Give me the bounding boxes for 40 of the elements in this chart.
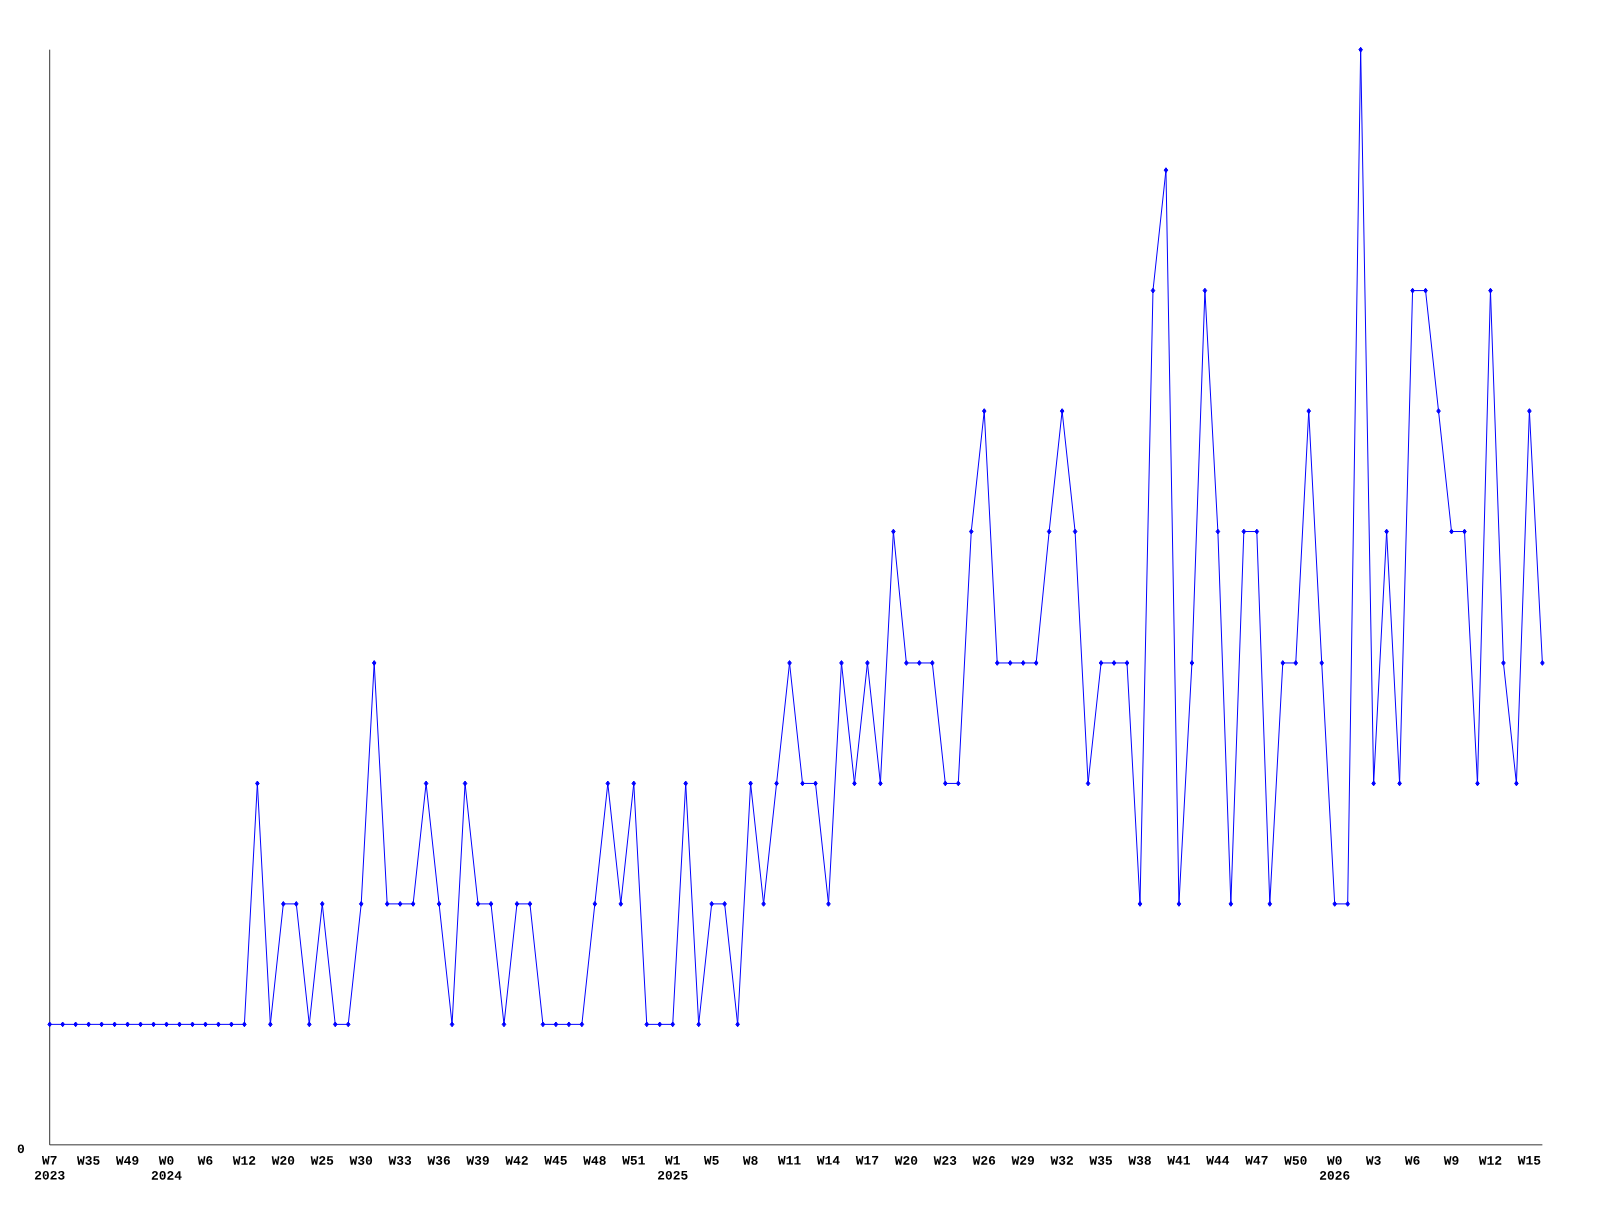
x-tick-label: W8 xyxy=(742,1155,758,1165)
x-tick-label: W7 2023 xyxy=(34,1155,65,1180)
x-tick-label: W20 xyxy=(271,1155,295,1165)
x-tick-label: W50 xyxy=(1284,1155,1307,1165)
x-tick-label: W51 xyxy=(622,1155,645,1165)
x-tick-label: W39 xyxy=(466,1155,489,1165)
x-tick-label: W45 xyxy=(544,1155,567,1165)
x-tick-label: W15 xyxy=(1517,1155,1541,1165)
text: 0 xyxy=(17,1144,25,1154)
x-tick-label: W6 xyxy=(1404,1155,1420,1165)
x-tick-label: W26 xyxy=(972,1155,996,1165)
x-tick-label: W44 xyxy=(1206,1155,1230,1165)
x-tick-label: W20 xyxy=(894,1155,918,1165)
x-tick-label: W11 xyxy=(777,1155,801,1165)
x-tick-label: W42 xyxy=(505,1155,528,1165)
x-tick-label: W35 xyxy=(77,1155,100,1165)
x-tick-label: W5 xyxy=(703,1155,719,1165)
x-tick-label: W0 2024 xyxy=(151,1155,182,1180)
x-tick-label: W9 xyxy=(1443,1155,1459,1165)
x-tick-label: W36 xyxy=(427,1155,450,1165)
x-tick-label: W30 xyxy=(349,1155,373,1165)
x-tick-label: W6 xyxy=(197,1155,213,1165)
x-tick-label: W47 xyxy=(1245,1155,1268,1165)
x-tick-label: W12 xyxy=(1478,1155,1502,1165)
x-tick-label: W14 xyxy=(816,1155,840,1165)
x-tick-label: W48 xyxy=(583,1155,606,1165)
x-tick-label: W17 xyxy=(855,1155,879,1165)
x-tick-label: W0 2026 xyxy=(1319,1155,1350,1180)
x-tick-label: W12 xyxy=(232,1155,256,1165)
x-tick-label: W35 xyxy=(1089,1155,1113,1165)
x-tick-label: W49 xyxy=(115,1155,139,1165)
x-tick-label: W25 xyxy=(310,1155,334,1165)
x-tick-label: W33 xyxy=(388,1155,412,1165)
x-tick-label: W41 xyxy=(1167,1155,1191,1165)
x-tick-label: W38 xyxy=(1128,1155,1151,1165)
x-tick-label: W32 xyxy=(1050,1155,1073,1165)
x-tick-label: W3 xyxy=(1365,1155,1381,1165)
x-tick-label: W23 xyxy=(933,1155,957,1165)
x-tick-label: W29 xyxy=(1011,1155,1035,1165)
x-tick-label: W1 2025 xyxy=(658,1155,688,1180)
